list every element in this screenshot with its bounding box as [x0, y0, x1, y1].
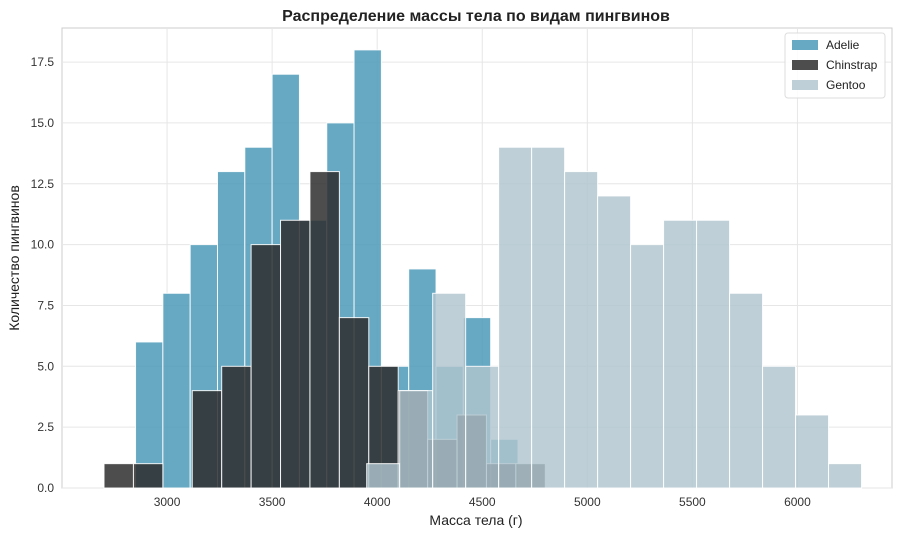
histogram-bar-gentoo [828, 463, 863, 489]
legend-swatch-gentoo [792, 80, 818, 90]
y-tick-label: 15.0 [31, 116, 55, 130]
histogram-bar-gentoo [795, 414, 830, 489]
histogram-bar-chinstrap [280, 219, 311, 489]
chart-title: Распределение массы тела по видам пингви… [282, 8, 670, 25]
x-tick-label: 6000 [784, 495, 811, 509]
histogram-bar-chinstrap [103, 463, 134, 489]
histogram-bar-gentoo [564, 171, 599, 489]
histogram-bar-gentoo [498, 146, 533, 489]
x-tick-label: 4500 [469, 495, 496, 509]
y-tick-label: 7.5 [37, 298, 54, 312]
histogram-bar-gentoo [696, 219, 731, 489]
histogram-bar-chinstrap [338, 317, 370, 489]
histogram-bar-chinstrap [221, 365, 252, 489]
histogram-bar-gentoo [630, 244, 665, 489]
x-tick-label: 4000 [364, 495, 391, 509]
y-tick-label: 0.0 [37, 481, 54, 495]
x-tick-label: 5000 [574, 495, 601, 509]
histogram-bar-gentoo [663, 219, 698, 489]
y-tick-label: 17.5 [31, 55, 55, 69]
x-tick-label: 3000 [154, 495, 181, 509]
histogram-bar-gentoo [729, 292, 764, 489]
x-tick-label: 3500 [259, 495, 286, 509]
histogram-bar-gentoo [465, 365, 500, 489]
legend-swatch-chinstrap [792, 60, 818, 70]
histogram-bars [103, 49, 863, 489]
x-axis-title: Масса тела (г) [429, 512, 522, 528]
histogram-bar-chinstrap [309, 171, 340, 489]
y-tick-label: 5.0 [37, 359, 54, 373]
histogram-bar-gentoo [399, 390, 434, 489]
y-tick-label: 10.0 [31, 238, 55, 252]
legend: Adelie Chinstrap Gentoo [784, 32, 886, 99]
histogram-bar-gentoo [432, 292, 467, 489]
y-axis-title: Количество пингвинов [6, 185, 22, 331]
axis-ticks: 0.0 2.5 5.0 7.5 10.0 12.5 15.0 17.5 3000 3500 4000… [31, 55, 811, 509]
histogram-bar-gentoo [531, 146, 566, 489]
histogram-bar-gentoo [762, 365, 797, 489]
legend-label-gentoo: Gentoo [826, 78, 866, 92]
histogram-bar-adelie [162, 292, 191, 489]
histogram-bar-chinstrap [132, 463, 164, 489]
y-tick-label: 2.5 [37, 420, 54, 434]
legend-label-adelie: Adelie [826, 38, 860, 52]
legend-label-chinstrap: Chinstrap [826, 58, 878, 72]
histogram-bar-gentoo [597, 195, 632, 489]
x-tick-label: 5500 [679, 495, 706, 509]
y-tick-label: 12.5 [31, 177, 55, 191]
histogram-bar-chinstrap [191, 390, 223, 489]
histogram-bar-gentoo [366, 463, 401, 489]
legend-swatch-adelie [792, 40, 818, 50]
histogram-bar-chinstrap [250, 244, 282, 489]
